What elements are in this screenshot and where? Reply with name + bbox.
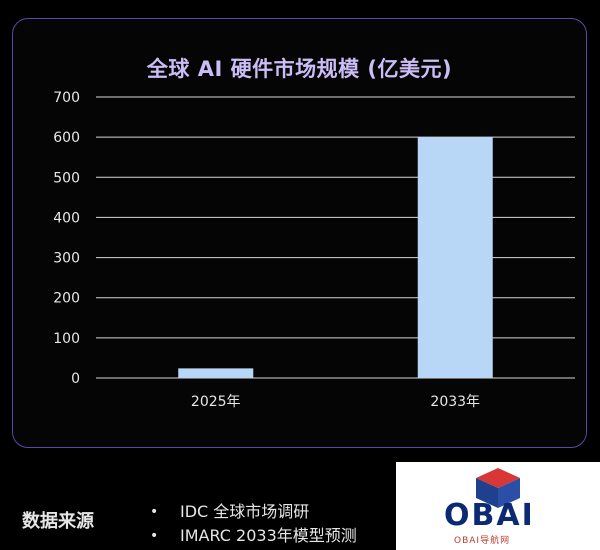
bullet-icon: • bbox=[150, 504, 159, 520]
y-tick-label: 500 bbox=[53, 170, 80, 186]
y-tick-label: 600 bbox=[53, 130, 80, 146]
source-text: IDC 全球市场调研 bbox=[180, 502, 310, 521]
source-list: • IDC 全球市场调研 • IMARC 2033年模型预测 bbox=[148, 500, 357, 548]
watermark-sub-text: OBAI导航网 bbox=[454, 536, 511, 546]
watermark: OBAI OBAI导航网 bbox=[396, 462, 600, 550]
y-tick-label: 200 bbox=[53, 291, 80, 307]
y-tick-label: 700 bbox=[53, 90, 80, 106]
bullet-icon: • bbox=[150, 528, 159, 544]
y-tick-label: 300 bbox=[53, 251, 80, 267]
y-tick-label: 100 bbox=[53, 331, 80, 347]
chart-title: 全球 AI 硬件市场规模 (亿美元) bbox=[146, 57, 453, 81]
bar bbox=[417, 137, 493, 378]
source-item: • IDC 全球市场调研 bbox=[148, 500, 357, 524]
x-tick-label: 2025年 bbox=[191, 394, 241, 410]
source-text: IMARC 2033年模型预测 bbox=[180, 526, 357, 545]
x-tick-label: 2033年 bbox=[430, 394, 480, 410]
cube-logo-icon bbox=[476, 468, 520, 508]
bar bbox=[178, 368, 254, 378]
y-tick-label: 0 bbox=[71, 371, 80, 387]
source-label: 数据来源 bbox=[22, 511, 94, 532]
y-tick-label: 400 bbox=[53, 210, 80, 226]
watermark-logo-text: OBAI bbox=[444, 498, 535, 533]
source-item: • IMARC 2033年模型预测 bbox=[148, 524, 357, 548]
